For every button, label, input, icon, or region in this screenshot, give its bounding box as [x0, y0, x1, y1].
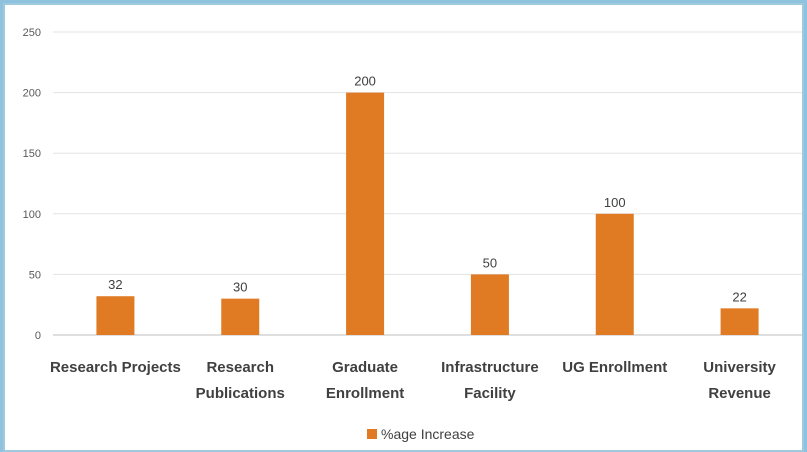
y-axis-ticks: 0 50 100 150 200 250 — [23, 27, 41, 342]
y-tick-label: 0 — [35, 330, 41, 342]
category-label: Research — [206, 359, 274, 376]
category-label: Enrollment — [326, 385, 404, 402]
category-label: Graduate — [332, 359, 398, 376]
category-label: University — [703, 359, 776, 376]
category-label: UG Enrollment — [562, 359, 667, 376]
data-label: 200 — [354, 74, 376, 89]
legend: %age Increase — [367, 426, 475, 442]
bar — [720, 308, 759, 335]
category-label: Revenue — [708, 385, 771, 402]
bar-chart: 0 50 100 150 200 250 32 30 200 50 100 22 Research … — [23, 27, 802, 442]
data-label: 30 — [233, 280, 247, 295]
bar — [221, 298, 260, 335]
data-label: 22 — [732, 289, 746, 304]
legend-swatch — [367, 429, 377, 439]
y-tick-label: 150 — [23, 148, 41, 160]
category-label: Research Projects — [50, 359, 181, 376]
y-tick-label: 100 — [23, 209, 41, 221]
data-label: 32 — [108, 277, 122, 292]
bar — [96, 296, 135, 335]
legend-label: %age Increase — [381, 426, 475, 442]
y-tick-label: 50 — [29, 269, 41, 281]
chart-frame: 0 50 100 150 200 250 32 30 200 50 100 22 Research … — [3, 3, 804, 452]
bar — [346, 92, 385, 335]
bars — [96, 92, 759, 335]
gridlines — [53, 31, 802, 336]
category-label: Infrastructure — [441, 359, 539, 376]
y-tick-label: 200 — [23, 88, 41, 100]
bar — [595, 213, 634, 335]
category-labels: Research Projects Research Publications Gra… — [50, 359, 777, 402]
data-label: 100 — [604, 195, 626, 210]
data-labels: 32 30 200 50 100 22 — [108, 74, 747, 305]
data-label: 50 — [483, 255, 497, 270]
category-label: Publications — [196, 385, 285, 402]
y-tick-label: 250 — [23, 27, 41, 39]
bar — [470, 274, 509, 335]
category-label: Facility — [464, 385, 516, 402]
